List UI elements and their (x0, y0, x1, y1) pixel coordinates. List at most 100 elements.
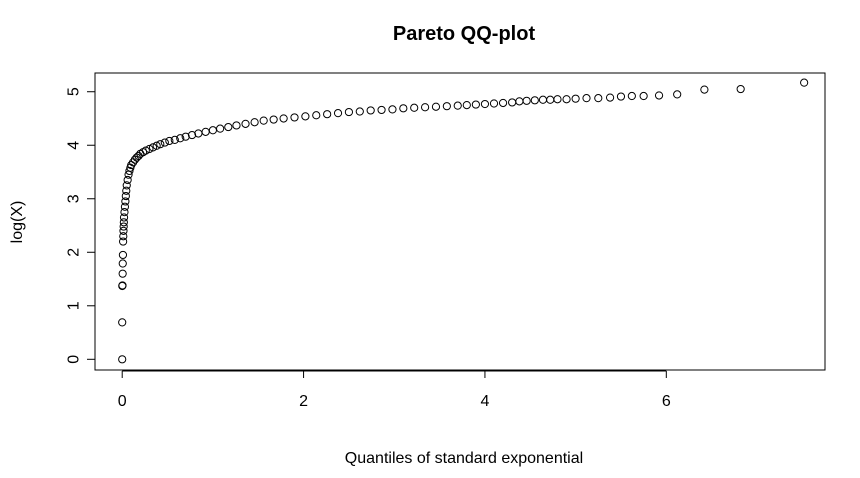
data-point (420, 103, 430, 112)
data-point (616, 92, 626, 101)
data-point (118, 250, 128, 260)
data-point (700, 85, 709, 94)
data-point (123, 175, 132, 185)
data-point (145, 144, 154, 154)
x-axis: 0 2 4 6 (118, 370, 671, 410)
data-point (148, 143, 158, 152)
y-tick-label: 0 (66, 355, 83, 364)
data-point (571, 94, 580, 103)
data-point (366, 106, 375, 115)
data-point (515, 97, 524, 106)
data-point (480, 99, 490, 109)
data-point (736, 84, 745, 94)
data-point (605, 93, 615, 102)
data-point (388, 105, 397, 114)
y-tick-label: 1 (66, 301, 83, 310)
data-point (170, 135, 179, 144)
data-point (410, 103, 419, 112)
y-tick-label: 2 (66, 248, 83, 257)
x-tick-label: 4 (480, 393, 489, 410)
data-point (471, 100, 480, 109)
y-tick-label: 4 (66, 141, 83, 150)
data-point (118, 281, 127, 290)
data-point (187, 130, 197, 140)
data-point (377, 105, 386, 115)
data-point (119, 222, 128, 231)
y-tick-label: 3 (66, 194, 83, 203)
x-axis-label: Quantiles of standard exponential (345, 450, 583, 467)
plot-area-frame (94, 72, 826, 371)
data-point (120, 208, 129, 217)
data-point (119, 213, 129, 222)
data-point (453, 101, 462, 110)
data-point (673, 90, 682, 99)
data-point (201, 127, 210, 136)
data-point (119, 218, 128, 227)
data-point (269, 115, 278, 124)
data-point (582, 94, 591, 103)
data-point (489, 99, 499, 108)
data-point (800, 78, 809, 87)
data-point (165, 136, 174, 146)
data-point (498, 98, 508, 108)
y-axis-label: log(X) (9, 201, 26, 244)
data-point (522, 96, 531, 105)
data-point (152, 141, 161, 150)
data-point (462, 101, 471, 110)
data-point (399, 104, 408, 113)
data-point (323, 110, 332, 119)
data-point (508, 98, 517, 107)
data-point (118, 318, 127, 327)
data-point (431, 102, 441, 111)
data-point (259, 116, 268, 125)
data-point (594, 94, 603, 103)
data-point (224, 122, 233, 132)
data-point (290, 113, 299, 122)
data-point (355, 107, 364, 116)
data-point (530, 96, 539, 105)
data-point (279, 114, 288, 123)
data-point (232, 121, 241, 130)
data-point (208, 126, 217, 135)
data-point (194, 129, 203, 138)
data-point (118, 269, 127, 278)
x-tick-label: 0 (118, 393, 127, 410)
data-point (125, 166, 134, 176)
data-point (160, 138, 169, 147)
data-point (562, 95, 571, 104)
data-point (216, 124, 225, 133)
data-point (119, 237, 128, 246)
data-point (546, 95, 555, 104)
data-point (118, 259, 127, 268)
data-point (156, 140, 165, 149)
data-point (122, 186, 131, 195)
data-point (344, 107, 354, 117)
data-point (118, 355, 127, 364)
data-point (121, 191, 130, 201)
y-axis: 0 1 2 3 4 5 (66, 87, 96, 364)
data-point (119, 232, 128, 241)
data-point (312, 111, 321, 120)
y-tick-label: 5 (66, 87, 83, 96)
data-point (241, 119, 250, 128)
data-point (654, 91, 664, 100)
data-point (141, 146, 150, 155)
data-point (553, 95, 562, 104)
data-point (301, 112, 310, 121)
x-tick-label: 2 (299, 393, 308, 410)
data-points (118, 78, 809, 364)
data-point (639, 91, 648, 101)
data-point (538, 95, 548, 104)
data-point (333, 109, 343, 118)
data-point (181, 132, 190, 141)
x-tick-label: 6 (662, 393, 671, 410)
data-point (176, 134, 185, 143)
data-point (119, 226, 128, 235)
data-point (442, 102, 451, 111)
data-point (120, 202, 130, 211)
data-point (627, 91, 636, 101)
data-point (122, 181, 131, 190)
data-point (121, 197, 130, 206)
data-point (250, 118, 259, 127)
